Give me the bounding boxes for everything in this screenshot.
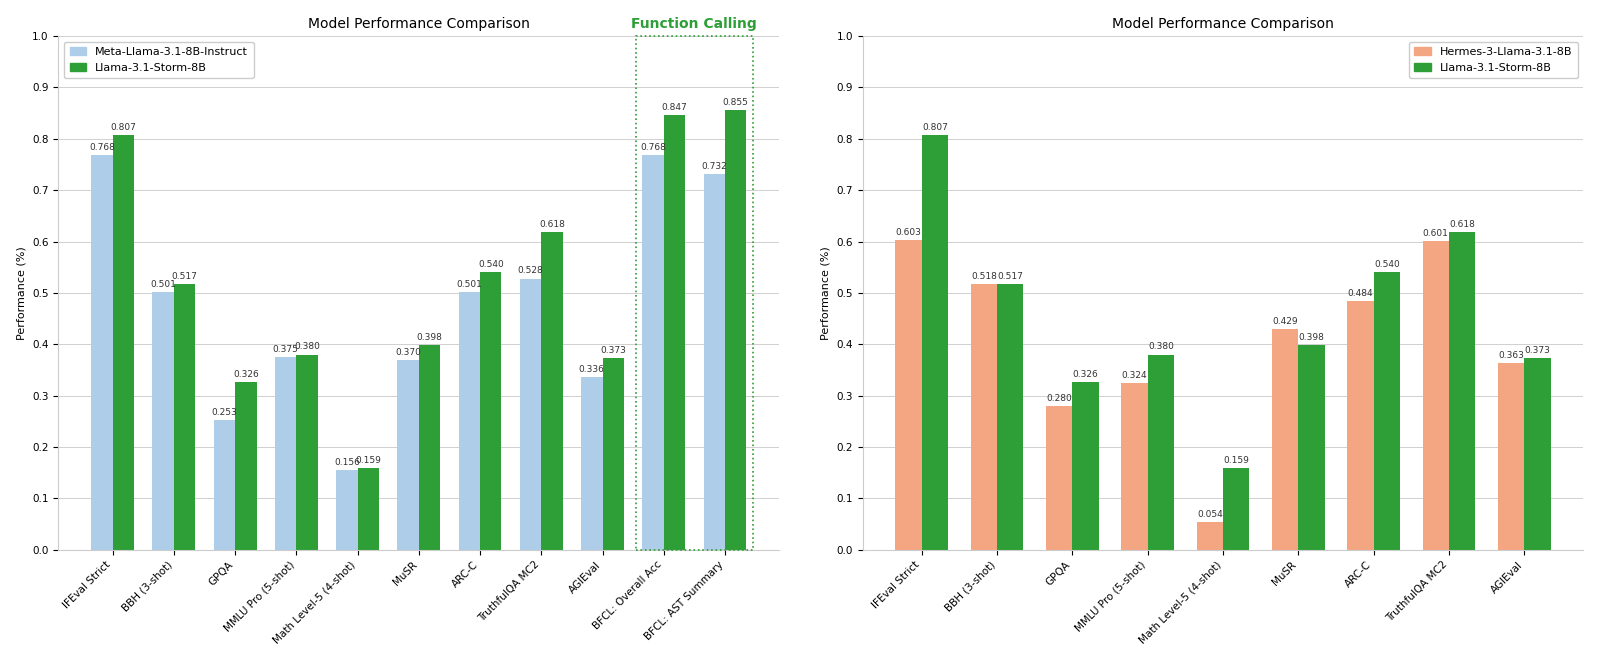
Bar <box>896 240 922 549</box>
Text: 0.326: 0.326 <box>1072 370 1099 379</box>
Bar <box>1498 363 1525 549</box>
Text: 0.540: 0.540 <box>478 260 504 269</box>
Text: 0.429: 0.429 <box>1272 317 1298 326</box>
Title: Model Performance Comparison: Model Performance Comparison <box>1112 17 1334 30</box>
Bar <box>971 283 997 549</box>
Bar <box>112 135 134 549</box>
Bar <box>1422 241 1450 549</box>
Text: 0.253: 0.253 <box>211 408 237 416</box>
Text: Function Calling: Function Calling <box>632 17 757 31</box>
Text: 0.517: 0.517 <box>997 272 1022 281</box>
Bar <box>1347 301 1373 549</box>
Text: 0.398: 0.398 <box>1299 333 1325 342</box>
Bar <box>1450 232 1475 549</box>
Bar <box>603 358 624 549</box>
Bar <box>1122 383 1147 549</box>
Bar <box>642 155 664 549</box>
Bar <box>1525 358 1550 549</box>
Bar <box>922 135 949 549</box>
Bar <box>152 293 174 549</box>
Bar <box>581 377 603 549</box>
Text: 0.373: 0.373 <box>1525 346 1550 355</box>
Y-axis label: Performance (%): Performance (%) <box>16 246 27 340</box>
Bar <box>1197 522 1222 549</box>
Text: 0.501: 0.501 <box>456 280 482 289</box>
Y-axis label: Performance (%): Performance (%) <box>821 246 830 340</box>
Bar <box>1373 272 1400 549</box>
Text: 0.501: 0.501 <box>150 280 176 289</box>
Bar <box>174 284 195 549</box>
Bar <box>725 111 747 549</box>
Text: 0.603: 0.603 <box>896 228 922 237</box>
Bar <box>520 279 541 549</box>
Bar <box>541 232 563 549</box>
Bar <box>91 155 112 549</box>
Bar <box>1222 468 1250 549</box>
Bar <box>1046 406 1072 549</box>
Bar <box>419 346 440 549</box>
Bar <box>1272 330 1298 549</box>
Text: 0.159: 0.159 <box>1224 456 1250 465</box>
Text: 0.528: 0.528 <box>518 266 544 275</box>
Bar <box>997 284 1024 549</box>
Legend: Meta-Llama-3.1-8B-Instruct, Llama-3.1-Storm-8B: Meta-Llama-3.1-8B-Instruct, Llama-3.1-St… <box>64 42 253 78</box>
Text: 0.380: 0.380 <box>294 342 320 352</box>
Bar <box>397 359 419 549</box>
Bar <box>357 468 379 549</box>
Bar <box>1072 382 1099 549</box>
Text: 0.847: 0.847 <box>661 103 688 111</box>
Text: 0.855: 0.855 <box>723 99 749 107</box>
Bar <box>296 355 318 549</box>
Bar <box>480 272 501 549</box>
Text: 0.380: 0.380 <box>1147 342 1174 352</box>
Bar <box>637 36 752 549</box>
Text: 0.373: 0.373 <box>600 346 626 355</box>
Text: 0.768: 0.768 <box>90 143 115 152</box>
Bar <box>704 173 725 549</box>
Bar <box>1147 355 1174 549</box>
Text: 0.618: 0.618 <box>539 220 565 229</box>
Text: 0.156: 0.156 <box>334 457 360 467</box>
Bar <box>664 115 685 549</box>
Text: 0.398: 0.398 <box>416 333 443 342</box>
Title: Model Performance Comparison: Model Performance Comparison <box>307 17 530 30</box>
Text: 0.054: 0.054 <box>1197 510 1222 519</box>
Bar <box>1298 346 1325 549</box>
Text: 0.540: 0.540 <box>1374 260 1400 269</box>
Text: 0.375: 0.375 <box>272 345 299 354</box>
Text: 0.601: 0.601 <box>1422 229 1448 238</box>
Bar <box>459 293 480 549</box>
Text: 0.768: 0.768 <box>640 143 666 152</box>
Text: 0.326: 0.326 <box>234 370 259 379</box>
Text: 0.280: 0.280 <box>1046 394 1072 403</box>
Text: 0.517: 0.517 <box>171 272 197 281</box>
Text: 0.807: 0.807 <box>922 123 947 132</box>
Bar <box>275 357 296 549</box>
Bar <box>214 420 235 549</box>
Text: 0.807: 0.807 <box>110 123 136 132</box>
Bar <box>235 382 256 549</box>
Text: 0.363: 0.363 <box>1498 352 1523 360</box>
Text: 0.618: 0.618 <box>1450 220 1475 229</box>
Bar <box>336 469 357 549</box>
Legend: Hermes-3-Llama-3.1-8B, Llama-3.1-Storm-8B: Hermes-3-Llama-3.1-8B, Llama-3.1-Storm-8… <box>1408 42 1578 78</box>
Text: 0.370: 0.370 <box>395 348 421 357</box>
Text: 0.159: 0.159 <box>355 456 381 465</box>
Text: 0.484: 0.484 <box>1347 289 1373 298</box>
Text: 0.324: 0.324 <box>1122 371 1147 380</box>
Text: 0.336: 0.336 <box>579 365 605 374</box>
Text: 0.732: 0.732 <box>701 162 726 171</box>
Text: 0.518: 0.518 <box>971 271 997 281</box>
